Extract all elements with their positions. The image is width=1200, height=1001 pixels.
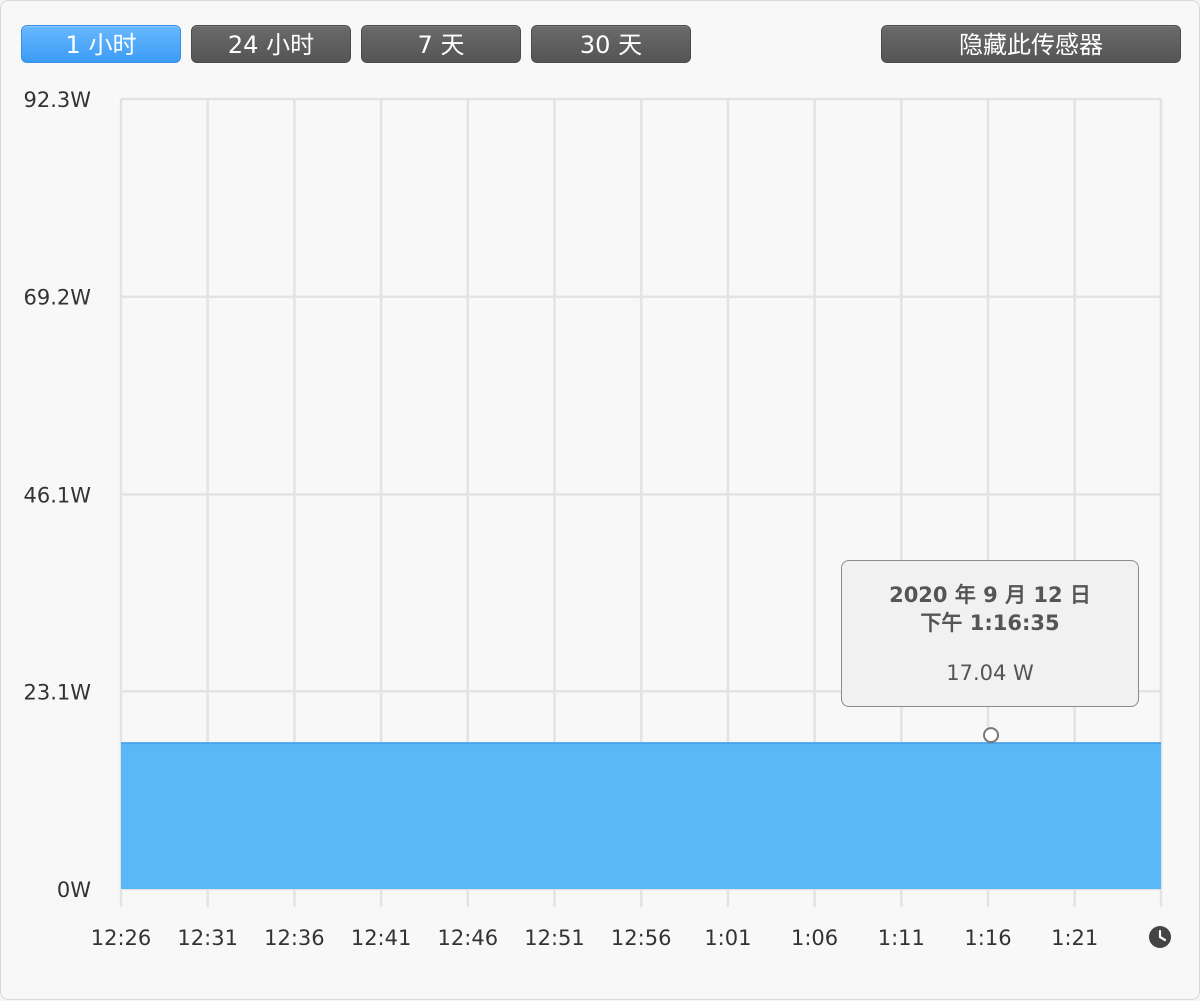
x-tick-label: 12:36 <box>264 926 325 950</box>
x-tick-label: 12:56 <box>611 926 672 950</box>
range-30d-button[interactable]: 30 天 <box>531 25 691 63</box>
y-tick-label: 0W <box>57 878 91 902</box>
toolbar: 1 小时 24 小时 7 天 30 天 隐藏此传感器 <box>1 1 1200 81</box>
x-tick-label: 12:31 <box>177 926 238 950</box>
x-tick-label: 12:46 <box>438 926 499 950</box>
x-tick-label: 1:16 <box>964 926 1011 950</box>
x-axis-labels: 12:26 12:31 12:36 12:41 12:46 12:51 12:56 1:01 1… <box>91 926 1099 950</box>
range-24h-button[interactable]: 24 小时 <box>191 25 351 63</box>
chart-area <box>121 742 1161 889</box>
y-tick-label: 69.2W <box>23 286 91 310</box>
clock-icon[interactable] <box>1149 926 1171 948</box>
hide-sensor-button[interactable]: 隐藏此传感器 <box>881 25 1181 63</box>
y-tick-label: 46.1W <box>23 483 91 507</box>
x-tick-label: 12:41 <box>351 926 412 950</box>
y-tick-label: 92.3W <box>23 88 91 112</box>
range-7d-button[interactable]: 7 天 <box>361 25 521 63</box>
value-tooltip: 2020 年 9 月 12 日 下午 1:16:35 17.04 W <box>841 560 1139 707</box>
tooltip-date: 2020 年 9 月 12 日 <box>889 583 1091 607</box>
tooltip-time: 下午 1:16:35 <box>920 611 1060 635</box>
x-tick-label: 1:21 <box>1051 926 1098 950</box>
range-1h-button[interactable]: 1 小时 <box>21 25 181 63</box>
x-tick-label: 12:51 <box>524 926 585 950</box>
x-tick-label: 1:01 <box>704 926 751 950</box>
x-tick-label: 12:26 <box>91 926 152 950</box>
x-tick-label: 1:06 <box>791 926 838 950</box>
tooltip-value: 17.04 W <box>946 661 1034 685</box>
hover-marker <box>983 727 999 744</box>
y-tick-label: 23.1W <box>23 680 91 704</box>
y-axis-labels: 92.3W 69.2W 46.1W 23.1W 0W <box>23 88 91 902</box>
highlight-point <box>983 727 999 744</box>
x-tick-label: 1:11 <box>878 926 925 950</box>
series-area <box>121 743 1161 889</box>
